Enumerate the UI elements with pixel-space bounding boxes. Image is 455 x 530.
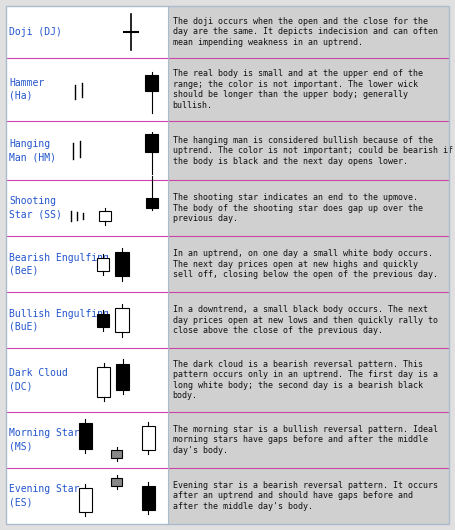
Text: Dark Cloud
(DC): Dark Cloud (DC) [9,368,68,392]
Bar [6,348,168,412]
Bar [168,58,449,121]
Text: should be longer than the upper body; generally: should be longer than the upper body; ge… [173,90,408,99]
Bar [142,486,155,510]
Bar [96,314,109,327]
Bar [168,236,449,292]
Bar [97,367,110,397]
Text: bullish.: bullish. [173,101,212,110]
Bar [6,412,168,468]
Text: after an uptrend and should have gaps before and: after an uptrend and should have gaps be… [173,491,413,500]
Text: sell off, closing below the open of the previous day.: sell off, closing below the open of the … [173,270,438,279]
Bar [145,75,158,91]
Text: close above the close of the previous day.: close above the close of the previous da… [173,326,383,335]
Text: The real body is small and at the upper end of the: The real body is small and at the upper … [173,69,423,78]
Text: previous day.: previous day. [173,214,238,223]
Bar [100,211,111,221]
Bar [96,258,109,271]
Text: Morning Star
(MS): Morning Star (MS) [9,428,80,452]
Bar [115,308,129,332]
Text: The body of the shooting star does gap up over the: The body of the shooting star does gap u… [173,204,423,213]
Text: day's body.: day's body. [173,446,228,455]
Text: body.: body. [173,391,197,400]
Bar [6,58,168,121]
Bar [6,6,168,58]
Bar [116,364,129,390]
Bar [142,426,155,450]
Bar [168,6,449,58]
Text: uptrend. The color is not important; could be bearish if: uptrend. The color is not important; cou… [173,146,453,155]
Bar [115,252,129,276]
Text: mean impending weakness in an uptrend.: mean impending weakness in an uptrend. [173,38,363,47]
Bar [6,121,168,180]
Bar [168,468,449,524]
Bar [146,198,158,208]
Text: the body is black and the next day opens lower.: the body is black and the next day opens… [173,156,408,165]
Bar [168,180,449,236]
Text: after the middle day's body.: after the middle day's body. [173,502,313,511]
Text: In an uptrend, on one day a small white body occurs.: In an uptrend, on one day a small white … [173,249,433,258]
Bar [6,236,168,292]
Text: Doji (DJ): Doji (DJ) [9,27,62,37]
Bar [6,292,168,348]
Text: day are the same. It depicts indecision and can often: day are the same. It depicts indecision … [173,28,438,37]
Bar [111,478,122,486]
Bar [145,134,158,152]
Text: The doji occurs when the open and the close for the: The doji occurs when the open and the cl… [173,17,428,26]
Text: Hanging
Man (HM): Hanging Man (HM) [9,139,56,162]
Text: The dark cloud is a bearish reversal pattern. This: The dark cloud is a bearish reversal pat… [173,360,423,369]
Text: day prices open at new lows and then quickly rally to: day prices open at new lows and then qui… [173,316,438,325]
Text: Bearish Engulfing
(BeE): Bearish Engulfing (BeE) [9,253,109,276]
Bar [6,468,168,524]
Text: Bullish Engulfing
(BuE): Bullish Engulfing (BuE) [9,308,109,332]
Text: The hanging man is considered bullish because of the: The hanging man is considered bullish be… [173,136,433,145]
Text: pattern occurs only in an uptrend. The first day is a: pattern occurs only in an uptrend. The f… [173,370,438,379]
Text: In a downtrend, a small black body occurs. The next: In a downtrend, a small black body occur… [173,305,428,314]
Bar [111,450,122,458]
Text: range; the color is not important. The lower wick: range; the color is not important. The l… [173,80,418,89]
Text: Hammer
(Ha): Hammer (Ha) [9,78,44,101]
Bar [168,412,449,468]
Text: The morning star is a bullish reversal pattern. Ideal: The morning star is a bullish reversal p… [173,425,438,434]
Text: Evening Star
(ES): Evening Star (ES) [9,484,80,508]
Bar [168,292,449,348]
Text: long white body; the second day is a bearish black: long white body; the second day is a bea… [173,381,423,390]
Text: The shooting star indicates an end to the upmove.: The shooting star indicates an end to th… [173,193,418,202]
Bar [79,488,91,512]
Bar [168,348,449,412]
Text: morning stars have gaps before and after the middle: morning stars have gaps before and after… [173,435,428,444]
Bar [79,423,91,449]
Text: Shooting
Star (SS): Shooting Star (SS) [9,197,62,219]
Text: Evening star is a bearish reversal pattern. It occurs: Evening star is a bearish reversal patte… [173,481,438,490]
Text: The next day prices open at new highs and quickly: The next day prices open at new highs an… [173,260,418,269]
Bar [6,180,168,236]
Bar [168,121,449,180]
